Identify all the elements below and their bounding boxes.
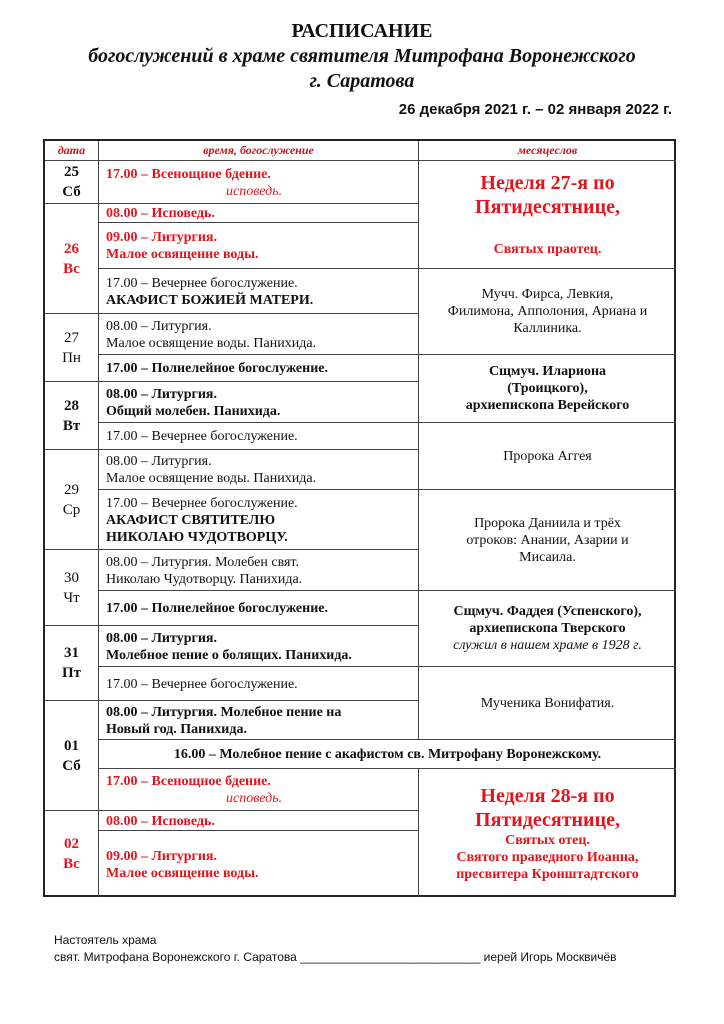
service-akathist: АКАФИСТ СВЯТИТЕЛЮ НИКОЛАЮ ЧУДОТВОРЦУ.	[106, 512, 288, 545]
service-cell: 17.00 – Вечернее богослужение.	[99, 667, 419, 701]
service-text: 17.00 – Вечернее богослужение.	[106, 275, 298, 291]
calendar-cell: Неделя 27-я по Пятидесятнице, Святых пра…	[419, 161, 676, 269]
date-cell: 01 Сб	[45, 701, 99, 811]
date-cell: 27 Пн	[45, 314, 99, 382]
calendar-cell: Пророка Аггея	[419, 423, 676, 490]
service-cell: 17.00 – Вечернее богослужение.	[99, 423, 419, 450]
service-cell: 08.00 – Литургия. Молебное пение о болящ…	[99, 626, 419, 667]
calendar-feast: Неделя 27-я по Пятидесятнице,	[475, 172, 620, 218]
date-cell: 28 Вт	[45, 382, 99, 450]
schedule-table: дата время, богослужение месяцеслов 25 С…	[43, 139, 676, 897]
service-cell: 17.00 – Всенощное бдение. исповедь.	[99, 769, 419, 811]
service-text: 17.00 – Всенощное бдение.	[106, 774, 271, 789]
calendar-saint: Сщмуч. Фаддея (Успенского), архиепископа…	[453, 604, 642, 636]
service-text: 17.00 – Всенощное бдение.	[106, 166, 271, 182]
date-cell: 31 Пт	[45, 626, 99, 701]
service-cell: 08.00 – Литургия. Малое освящение воды. …	[99, 450, 419, 490]
service-cell: 08.00 – Литургия. Молебное пение на Новы…	[99, 701, 419, 740]
calendar-cell: Сщмуч. Илариона (Троицкого), архиепископ…	[419, 355, 676, 423]
schedule-period: 26 декабря 2021 г. – 02 января 2022 г.	[398, 101, 672, 118]
calendar-feast: Неделя 28-я по Пятидесятнице,	[475, 784, 620, 831]
column-header-service: время, богослужение	[99, 141, 419, 161]
service-cell: 09.00 – Литургия. Малое освящение воды.	[99, 831, 419, 897]
page-title: РАСПИСАНИЕ	[291, 20, 433, 42]
date-cell: 30 Чт	[45, 550, 99, 626]
service-cell: 08.00 – Литургия. Общий молебен. Панихид…	[99, 382, 419, 423]
page-subtitle-city: г. Саратова	[309, 70, 415, 92]
column-header-date: дата	[45, 141, 99, 161]
service-cell: 17.00 – Полиелейное богослужение.	[99, 591, 419, 626]
column-header-calendar: месяцеслов	[419, 141, 676, 161]
calendar-cell: Неделя 28-я по Пятидесятнице, Святых оте…	[419, 769, 676, 897]
date-cell: 25 Сб	[45, 161, 99, 204]
page-subtitle: богослужений в храме святителя Митрофана…	[88, 45, 636, 67]
calendar-saints: Святых отец. Святого праведного Иоанна, …	[456, 832, 639, 882]
service-cell: 08.00 – Литургия. Молебен свят. Николаю …	[99, 550, 419, 591]
service-cell: 17.00 – Вечернее богослужение. АКАФИСТ Б…	[99, 269, 419, 314]
service-cell: 08.00 – Исповедь.	[99, 204, 419, 223]
service-note: исповедь.	[226, 183, 283, 199]
calendar-cell: Мучч. Фирса, Левкия, Филимона, Апполония…	[419, 269, 676, 355]
calendar-cell: Сщмуч. Фаддея (Успенского), архиепископа…	[419, 591, 676, 667]
calendar-cell: Пророка Даниила и трёх отроков: Анании, …	[419, 490, 676, 591]
service-cell: 17.00 – Полиелейное богослужение.	[99, 355, 419, 382]
service-cell: 08.00 – Литургия. Малое освящение воды. …	[99, 314, 419, 355]
date-cell: 29 Ср	[45, 450, 99, 550]
calendar-cell: Мученика Вонифатия.	[419, 667, 676, 740]
service-cell: 08.00 – Исповедь.	[99, 811, 419, 831]
date-cell: 26 Вс	[45, 204, 99, 314]
calendar-note: служил в нашем храме в 1928 г.	[453, 638, 642, 653]
service-text: 17.00 – Вечернее богослужение.	[106, 495, 298, 511]
footer-rector-label: Настоятель храма	[54, 933, 157, 947]
service-cell: 09.00 – Литургия. Малое освящение воды.	[99, 223, 419, 269]
service-cell: 17.00 – Вечернее богослужение. АКАФИСТ С…	[99, 490, 419, 550]
date-cell: 02 Вс	[45, 811, 99, 897]
footer-signature-line: свят. Митрофана Воронежского г. Саратова…	[54, 950, 617, 964]
calendar-saints: Святых праотец.	[493, 242, 602, 257]
service-cell: 17.00 – Всенощное бдение. исповедь.	[99, 161, 419, 204]
service-note: исповедь.	[226, 791, 283, 806]
service-cell-wide: 16.00 – Молебное пение с акафистом св. М…	[99, 740, 676, 769]
service-akathist: АКАФИСТ БОЖИЕЙ МАТЕРИ.	[106, 292, 314, 308]
